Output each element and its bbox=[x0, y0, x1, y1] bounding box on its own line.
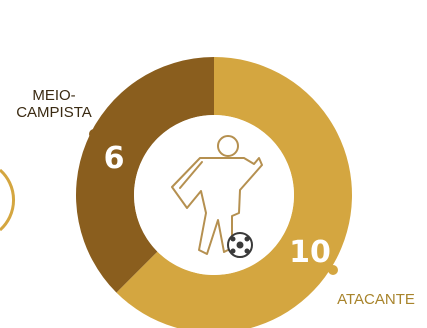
slice-value-label: 10 bbox=[289, 235, 331, 270]
donut-slice bbox=[75, 57, 214, 293]
donut-slice bbox=[116, 57, 352, 328]
slice-category-label: ATACANTE bbox=[337, 291, 415, 308]
chart-labels: 10 ATACANTE 6 MEIO-CAMPISTA bbox=[16, 87, 415, 308]
slice-connector-dot bbox=[89, 129, 99, 139]
slice-category-label: MEIO-CAMPISTA bbox=[16, 87, 92, 121]
donut-hole bbox=[134, 115, 294, 275]
donut-slices bbox=[75, 57, 352, 328]
slice-value-label: 6 bbox=[104, 141, 125, 176]
slice-connector-dot bbox=[328, 265, 338, 275]
soccer-ball-icon bbox=[227, 232, 253, 258]
adjacent-chart-fragment bbox=[0, 168, 15, 232]
